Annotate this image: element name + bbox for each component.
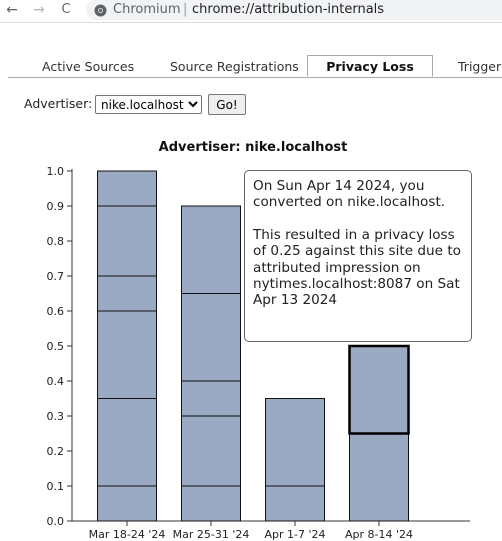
x-tick-label: Mar 25-31 '24 — [173, 528, 250, 541]
x-tick-label: Apr 8-14 '24 — [345, 528, 413, 541]
y-tick-label: 0.7 — [47, 270, 65, 283]
back-arrow-icon[interactable]: ← — [6, 2, 18, 18]
y-tick-label: 0.0 — [47, 515, 65, 528]
y-tick-label: 0.8 — [47, 235, 65, 248]
tab-active-sources[interactable]: Active Sources — [42, 59, 135, 74]
reload-icon[interactable]: C — [61, 2, 71, 17]
bar — [97, 170, 157, 522]
app-name-chip: Chromium — [113, 2, 181, 17]
x-tick-label: Apr 1-7 '24 — [264, 528, 325, 541]
tab-source-registrations[interactable]: Source Registrations — [170, 59, 299, 74]
y-tick-label: 0.5 — [47, 340, 65, 353]
url-text[interactable]: chrome://attribution-internals — [192, 2, 385, 17]
y-tick-label: 1.0 — [47, 165, 65, 178]
tooltip-loss-text: This resulted in a privacy loss of 0.25 … — [253, 226, 462, 309]
y-tick-label: 0.6 — [47, 305, 65, 318]
forward-arrow-icon[interactable]: → — [33, 2, 45, 18]
chart-title: Advertiser: nike.localhost — [159, 140, 348, 155]
tab-strip: Active Sources Source Registrations Priv… — [8, 55, 502, 78]
x-axis: Mar 18-24 '24 Mar 25-31 '24 Apr 1-7 '24 Apr… — [89, 528, 413, 541]
go-button[interactable]: Go! — [208, 94, 246, 115]
address-bar[interactable]: Chromium | chrome://attribution-internal… — [86, 0, 502, 20]
highlighted-segment — [348, 344, 410, 435]
x-tick-label: Mar 18-24 '24 — [89, 528, 166, 541]
address-separator: | — [183, 2, 188, 17]
tab-privacy-loss[interactable]: Privacy Loss — [307, 55, 433, 77]
bar — [265, 398, 325, 522]
chromium-logo-icon — [94, 4, 107, 17]
y-tick-label: 0.3 — [47, 410, 65, 423]
advertiser-select[interactable]: nike.localhost — [95, 95, 202, 114]
tooltip-conversion-text: On Sun Apr 14 2024, you converted on nik… — [253, 178, 446, 211]
bar — [181, 205, 241, 522]
browser-toolbar: ← → C Chromium | chrome://attribution-in… — [0, 0, 502, 23]
tab-trigger[interactable]: Trigger — [458, 59, 502, 74]
y-tick-label: 0.4 — [47, 375, 65, 388]
y-tick-label: 0.1 — [47, 480, 65, 493]
advertiser-label: Advertiser: — [24, 96, 93, 111]
y-tick-label: 0.9 — [47, 200, 65, 213]
y-tick-label: 0.2 — [47, 445, 65, 458]
bars — [97, 170, 410, 526]
privacy-loss-tooltip: On Sun Apr 14 2024, you converted on nik… — [244, 170, 472, 342]
